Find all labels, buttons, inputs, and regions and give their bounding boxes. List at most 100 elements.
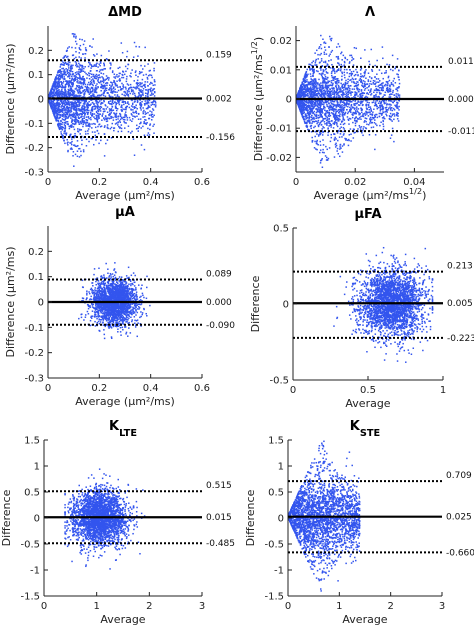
upper-limit-label: 0.159	[206, 50, 232, 60]
scatter-points	[333, 246, 434, 363]
y-tick-label: 1.5	[268, 436, 284, 447]
y-axis-label: Difference (μm²/ms1/2)	[249, 37, 265, 161]
x-tick-label: 0.4	[143, 177, 159, 188]
y-tick-label: 0.5	[273, 224, 289, 235]
scatter-points	[64, 468, 146, 570]
x-tick-label: 0.4	[143, 383, 159, 394]
x-tick-label: 0	[293, 177, 299, 188]
upper-limit-label: 0.011	[448, 57, 474, 67]
scatter-points	[296, 34, 401, 169]
x-axis-label: Average	[100, 613, 145, 626]
x-axis-label: Average	[345, 397, 390, 410]
y-tick-label: 0.2	[28, 46, 44, 57]
y-tick-label: 0	[278, 514, 284, 525]
mean-label: 0.002	[206, 95, 232, 105]
chart-title: Λ	[365, 5, 375, 20]
x-tick-label: 0	[45, 383, 51, 394]
y-tick-label: 0.5	[268, 488, 284, 499]
y-tick-label: -1.5	[264, 592, 284, 603]
y-tick-label: -0.2	[24, 143, 44, 154]
x-tick-label: 0.2	[91, 177, 107, 188]
lower-limit-label: -0.223	[447, 334, 474, 344]
chart-title: μA	[115, 205, 135, 220]
upper-limit-label: 0.089	[206, 269, 232, 279]
lower-limit-label: -0.660	[446, 548, 474, 558]
x-tick-label: 2	[387, 601, 393, 612]
lower-limit-label: -0.090	[206, 321, 235, 331]
upper-limit-label: 0.515	[206, 481, 232, 491]
panel-5: 0.515 0.015 -0.485 0 1 2 3 -1.5 -1 -0.5 0 0.5 1 1.5 KL…	[0, 419, 235, 626]
y-tick-label: -0.5	[269, 376, 289, 387]
mean-label: 0.015	[206, 513, 232, 523]
mean-label: 0.005	[447, 299, 473, 309]
y-tick-label: 0.02	[270, 36, 292, 47]
y-tick-label: 0	[38, 95, 44, 106]
y-tick-label: 0.1	[28, 70, 44, 81]
y-axis-label: Difference	[249, 275, 262, 332]
x-tick-label: 0.6	[194, 177, 210, 188]
y-tick-label: 0.1	[28, 272, 44, 283]
y-tick-label: 0.01	[270, 65, 292, 76]
y-tick-label: 0	[34, 514, 40, 525]
x-tick-label: 2	[146, 601, 152, 612]
upper-limit-label: 0.213	[447, 262, 473, 272]
y-tick-label: -0.02	[266, 153, 292, 164]
y-tick-label: -0.2	[24, 348, 44, 359]
panel-6: 0.709 0.025 -0.660 0 1 2 3 -1.5 -1 -0.5 0 0.5 1 1.5 KS…	[244, 419, 474, 626]
x-axis-label: Average (μm²/ms)	[75, 189, 175, 202]
x-tick-label: 0	[290, 385, 296, 396]
y-tick-label: -0.1	[24, 119, 44, 130]
y-tick-label: 0	[286, 95, 292, 106]
x-tick-label: 1	[440, 385, 446, 396]
panel-1: 0.159 0.002 -0.156 0 0.2 0.4 0.6 -0.3 -0.2 -0.1 0 0…	[4, 5, 235, 202]
chart-title: μFA	[354, 207, 381, 222]
x-tick-label: 0	[285, 601, 291, 612]
panel-2: 0.011 0.000 -0.011 0 0.02 0.04 -0.02 -0.01 0 0.01…	[249, 5, 474, 202]
y-tick-label: -0.5	[20, 540, 40, 551]
chart-title: KLTE	[109, 419, 137, 439]
x-tick-label: 0	[41, 601, 47, 612]
x-tick-label: 0.2	[91, 383, 107, 394]
x-axis-label: Average	[342, 613, 387, 626]
y-tick-label: -0.01	[266, 124, 292, 135]
x-tick-label: 3	[199, 601, 205, 612]
y-tick-label: 0.5	[24, 488, 40, 499]
scatter-points	[78, 262, 151, 340]
y-tick-label: -0.3	[24, 168, 44, 179]
x-tick-label: 1	[93, 601, 99, 612]
lower-limit-label: -0.485	[206, 539, 235, 549]
x-tick-label: 0.5	[360, 385, 376, 396]
mean-label: 0.000	[448, 95, 474, 105]
lower-limit-label: -0.011	[448, 127, 474, 137]
scatter-points	[48, 33, 157, 167]
x-axis-label: Average (μm²/ms)	[75, 395, 175, 408]
x-tick-label: 0	[45, 177, 51, 188]
x-tick-label: 0.6	[194, 383, 210, 394]
x-tick-label: 3	[439, 601, 445, 612]
y-tick-label: 0	[283, 300, 289, 311]
upper-limit-label: 0.709	[446, 471, 472, 481]
y-tick-label: 1	[34, 462, 40, 473]
mean-label: 0.025	[446, 513, 472, 523]
mean-label: 0.000	[206, 298, 232, 308]
chart-title: KSTE	[350, 419, 380, 439]
y-tick-label: -1	[274, 566, 284, 577]
y-axis-label: Difference (μm²/ms)	[4, 43, 17, 154]
x-tick-label: 0.02	[344, 177, 366, 188]
y-axis-label: Difference	[244, 489, 257, 546]
x-tick-label: 1	[336, 601, 342, 612]
y-tick-label: 1	[278, 462, 284, 473]
y-axis-label: Difference (μm²/ms)	[4, 246, 17, 357]
panel-3: 0.089 0.000 -0.090 0 0.2 0.4 0.6 -0.3 -0.2 -0.1 0 0…	[4, 205, 235, 408]
lower-limit-label: -0.156	[206, 133, 235, 143]
y-tick-label: -0.3	[24, 374, 44, 385]
y-tick-label: 1.5	[24, 436, 40, 447]
chart-title: ΔMD	[108, 5, 142, 20]
y-tick-label: -1	[30, 566, 40, 577]
y-tick-label: -0.5	[264, 540, 284, 551]
y-axis-label: Difference	[0, 489, 13, 546]
y-tick-label: 0	[38, 298, 44, 309]
y-tick-label: 0.2	[28, 247, 44, 258]
